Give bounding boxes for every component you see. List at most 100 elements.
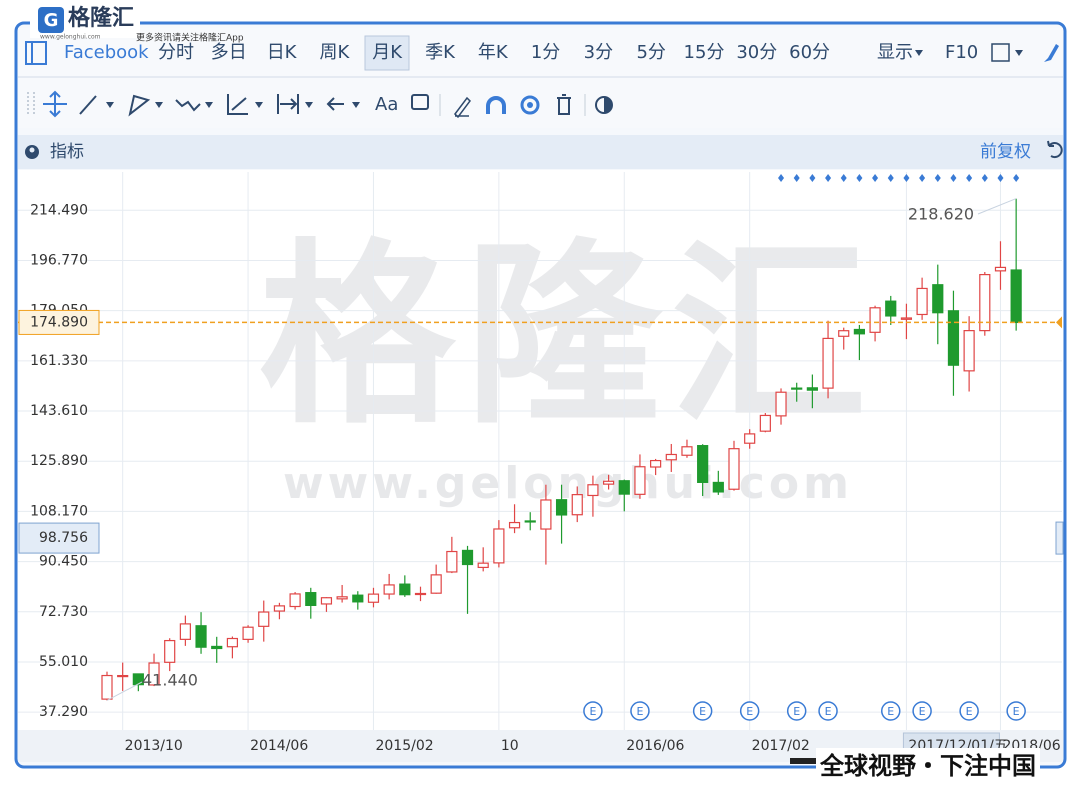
period-button[interactable]: 年K [478,42,509,63]
candle-body [712,481,724,493]
earnings-marker-label: E [887,705,894,718]
symbol[interactable]: Facebook [64,42,149,63]
earnings-marker-label: E [919,705,926,718]
line-tool[interactable] [79,95,97,115]
candle-body [759,414,771,432]
period-button[interactable]: 30分 [736,42,777,63]
candle-body [806,387,818,391]
event-dot [840,174,847,182]
note-tool[interactable] [411,94,429,110]
period-button[interactable]: 日K [267,42,298,63]
candle-body [493,528,505,564]
layout-button[interactable] [991,43,1010,62]
candle-body [132,673,144,686]
candle-body [508,521,521,529]
candle-body [979,273,991,332]
candle-body [399,583,411,596]
channel-tool[interactable] [128,94,151,117]
candle-body [587,484,599,497]
y-tick-label: 108.170 [30,503,88,519]
candle-body [226,637,238,648]
event-dot [872,174,879,182]
earnings-marker[interactable] [692,701,713,721]
footer-bg [816,748,1040,786]
draw-tool[interactable] [454,96,471,119]
crosshair-price-label: 98.756 [39,530,88,546]
text-tool[interactable]: Aa [375,94,398,115]
earnings-marker[interactable] [818,701,838,721]
footer-slogan: 全球视野・下注中国 [819,752,1036,780]
dropdown-arrow [305,102,313,108]
earnings-marker[interactable] [583,701,603,721]
earnings-marker[interactable] [739,701,760,721]
trash-tool[interactable] [557,94,571,115]
display-menu[interactable]: 显示 [877,42,913,63]
visibility-tool-half [604,97,612,113]
candle-body [853,328,866,335]
fib-tool[interactable] [227,94,248,115]
low-pointer [106,681,143,701]
candle-body [117,674,129,678]
period-button[interactable]: 3分 [584,42,613,63]
last-price-box [18,309,100,335]
candle-body [305,592,317,606]
toolbar-bg [18,28,1063,76]
event-dot [934,174,941,182]
earnings-marker-label: E [636,705,643,718]
lock-tool[interactable] [520,95,540,115]
period-button[interactable]: 周K [319,42,350,63]
undo-icon[interactable] [1047,140,1063,159]
range-tool[interactable] [277,94,299,114]
period-button[interactable]: 多日 [211,42,247,63]
candle-body [697,445,709,483]
earnings-marker[interactable] [881,701,901,721]
earnings-marker[interactable] [1006,701,1026,721]
indicator-icon-dot [29,147,35,153]
candle-body [461,549,474,566]
logo-tagline: 更多资讯请关注格隆汇App [136,32,244,44]
grip [27,92,35,116]
period-button[interactable]: 月K [372,42,403,63]
earnings-marker[interactable] [959,701,979,721]
period-button[interactable]: 1分 [531,42,560,63]
candle-body [885,300,897,317]
period-button[interactable]: 分时 [158,42,194,63]
arrow-tool[interactable] [326,97,344,111]
event-dot [950,174,957,182]
candle-body [963,330,975,372]
candle-body [838,330,850,337]
dropdown-arrow [915,50,923,56]
earnings-marker[interactable] [912,701,932,721]
f10-button[interactable]: F10 [945,42,978,63]
y-tick-label: 125.890 [30,453,88,469]
y-tick-label: 143.610 [30,403,88,419]
period-button[interactable]: 60分 [789,42,830,63]
panel-toggle[interactable] [25,41,47,65]
event-dot [887,174,894,182]
candle-body [242,626,254,640]
candle-body [320,597,333,605]
earnings-marker[interactable] [786,701,807,721]
period-button[interactable]: 5分 [636,42,665,63]
dropdown-arrow [106,102,114,108]
crosshair-tool[interactable] [43,90,67,118]
event-dot [981,174,988,182]
indicator-label[interactable]: 指标 [50,142,84,162]
candle-body [791,387,803,390]
magnet-tool[interactable] [486,96,506,114]
wave-tool[interactable] [175,99,201,112]
candle-body [916,287,928,316]
candle-body [571,494,583,516]
plot-bg [18,170,1063,730]
pencil-icon[interactable] [1044,44,1059,62]
earnings-marker[interactable] [630,701,650,721]
logo-text: 格隆汇 [68,5,134,31]
period-button[interactable]: 15分 [684,42,725,63]
x-tick-label: 2016/06 [626,738,684,754]
y-tick-label: 55.010 [39,654,88,670]
candle-body [555,499,568,516]
period-button[interactable]: 季K [425,42,456,63]
adjust-mode[interactable]: 前复权 [980,142,1031,162]
